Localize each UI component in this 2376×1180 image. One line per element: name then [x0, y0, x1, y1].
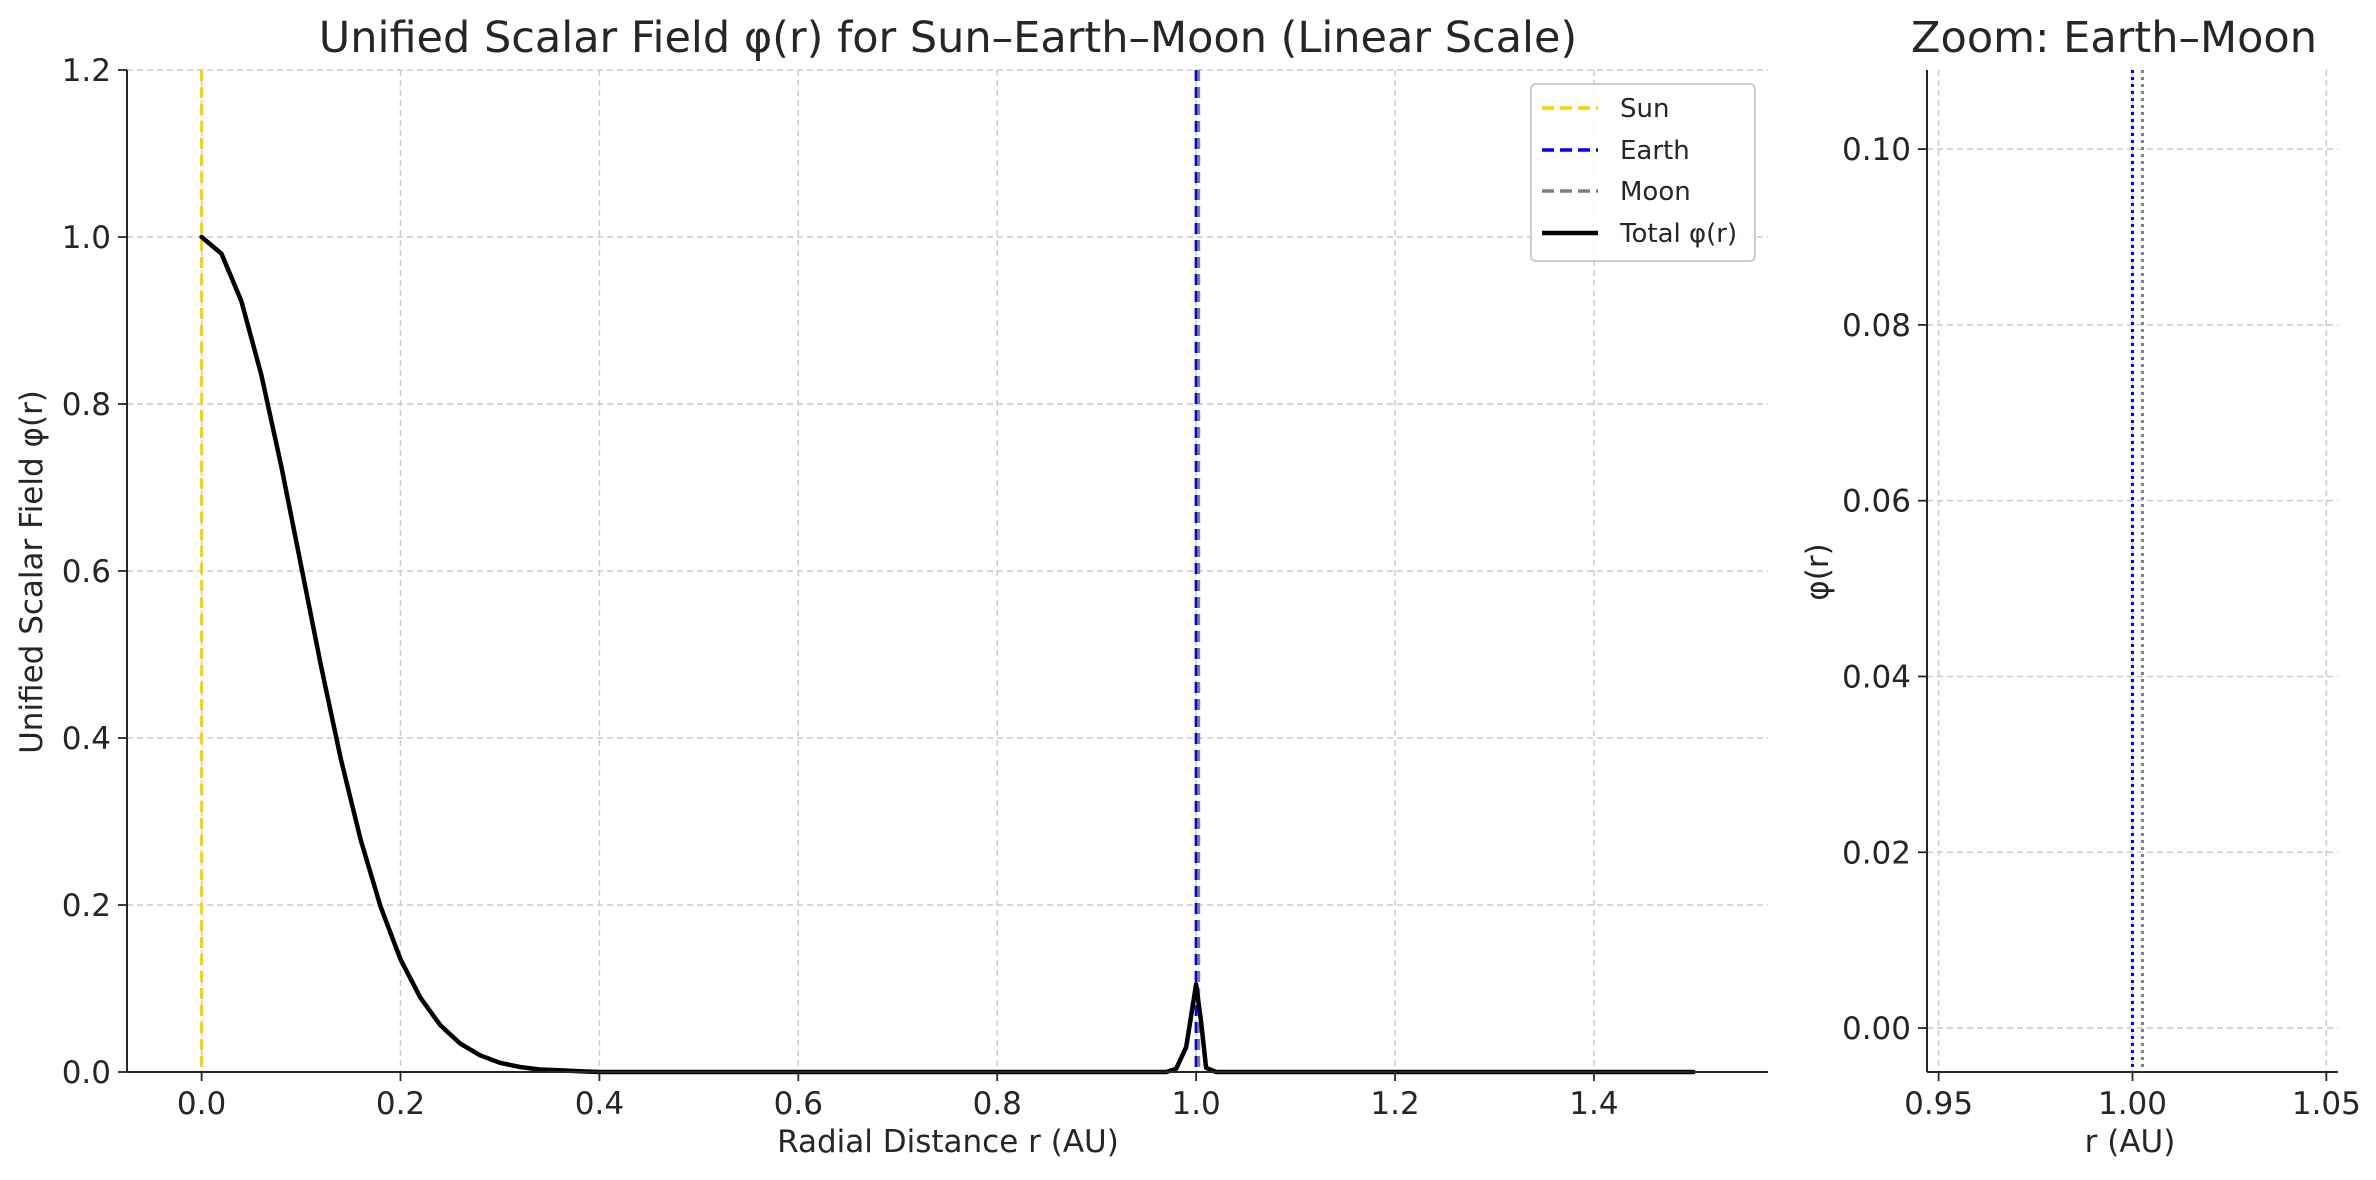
main-total-r-line — [199, 234, 1696, 1075]
main-chart: 0.0 0.2 0.4 0.6 0.8 1.0 1.2 1.4 0.0 0.2 0.4 0.6 0.8… — [14, 13, 1768, 1160]
legend-box — [1530, 83, 1756, 262]
main-x-tick-label: 1.0 — [1171, 1086, 1220, 1122]
zoom-x-tick-label: 1.00 — [2098, 1086, 2167, 1122]
main-y-tick-label: 0.0 — [62, 1055, 111, 1091]
zoom-y-ticks: 0.00 0.02 0.04 0.06 0.08 0.10 — [1842, 132, 1927, 1047]
main-y-tick-label: 1.2 — [62, 53, 111, 89]
main-x-tick-label: 0.0 — [177, 1086, 226, 1122]
main-x-tick-label: 1.2 — [1370, 1086, 1419, 1122]
zoom-y-tick-label: 0.02 — [1842, 835, 1911, 871]
zoom-x-axis-label: r (AU) — [2085, 1124, 2176, 1160]
main-y-tick-label: 0.6 — [62, 554, 111, 590]
zoom-y-axis-label: φ(r) — [1800, 543, 1836, 600]
zoom-y-tick-label: 0.10 — [1842, 132, 1911, 168]
zoom-chart-title: Zoom: Earth–Moon — [1911, 13, 2317, 63]
legend-moon-label: Moon — [1620, 177, 1691, 207]
zoom-y-tick-label: 0.08 — [1842, 308, 1911, 344]
zoom-chart: 0.95 1.00 1.05 0.00 0.02 0.04 0.06 0.08 0.10 Zo… — [1800, 13, 2361, 1160]
main-y-tick-label: 1.0 — [62, 220, 111, 256]
main-y-ticks: 0.0 0.2 0.4 0.6 0.8 1.0 1.2 — [62, 53, 127, 1091]
zoom-x-tick-label: 1.05 — [2292, 1086, 2361, 1122]
main-plot-area — [199, 70, 1696, 1075]
zoom-x-ticks: 0.95 1.00 1.05 — [1904, 1072, 2361, 1122]
main-y-tick-label: 0.8 — [62, 387, 111, 423]
main-y-tick-label: 0.4 — [62, 721, 111, 757]
main-x-ticks: 0.0 0.2 0.4 0.6 0.8 1.0 1.2 1.4 — [177, 1072, 1619, 1122]
zoom-y-tick-label: 0.00 — [1842, 1011, 1911, 1047]
zoom-y-tick-label: 0.06 — [1842, 484, 1911, 520]
main-y-tick-label: 0.2 — [62, 888, 111, 924]
legend: Sun Earth Moon Total φ(r) — [1530, 83, 1756, 262]
main-chart-title: Unified Scalar Field φ(r) for Sun–Earth–… — [319, 13, 1577, 63]
zoom-y-tick-label: 0.04 — [1842, 659, 1911, 695]
main-x-axis-label: Radial Distance r (AU) — [777, 1124, 1119, 1160]
main-x-tick-label: 0.6 — [774, 1086, 823, 1122]
legend-total-label: Total φ(r) — [1619, 219, 1737, 249]
main-x-tick-label: 1.4 — [1569, 1086, 1618, 1122]
main-x-tick-label: 0.8 — [973, 1086, 1022, 1122]
legend-earth-label: Earth — [1620, 136, 1690, 166]
legend-sun-label: Sun — [1620, 94, 1669, 124]
main-x-tick-label: 0.4 — [575, 1086, 624, 1122]
main-x-tick-label: 0.2 — [376, 1086, 425, 1122]
zoom-plot-area — [2131, 70, 2144, 1072]
zoom-x-tick-label: 0.95 — [1904, 1086, 1973, 1122]
main-y-axis-label: Unified Scalar Field φ(r) — [14, 390, 50, 754]
